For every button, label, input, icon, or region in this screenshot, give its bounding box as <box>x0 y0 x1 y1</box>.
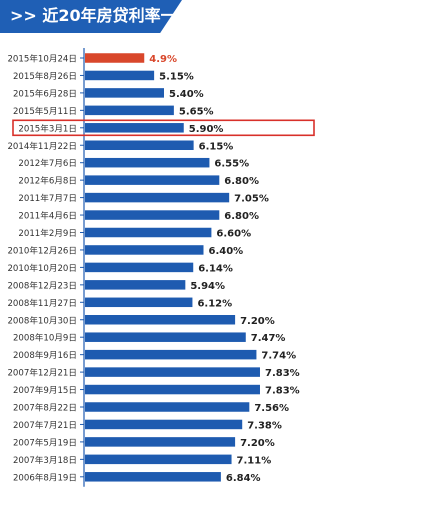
bar <box>85 245 204 255</box>
category-label: 2011年2月9日 <box>18 227 77 239</box>
category-label: 2015年3月1日 <box>18 122 77 134</box>
category-label: 2007年3月18日 <box>13 454 77 466</box>
highlight-box <box>12 119 315 137</box>
data-label: 6.12% <box>197 298 232 309</box>
data-label: 5.90% <box>189 124 224 135</box>
bar <box>85 349 257 360</box>
bar <box>85 437 236 447</box>
category-label: 2008年12月23日 <box>7 279 77 291</box>
bar <box>85 157 210 168</box>
data-label: 7.38% <box>247 420 282 431</box>
data-label: 6.15% <box>199 141 234 152</box>
bar <box>85 53 145 63</box>
bar <box>85 140 194 150</box>
data-label: 6.14% <box>198 263 233 274</box>
data-label: 6.80% <box>224 176 259 187</box>
bar <box>85 472 221 482</box>
bar <box>85 454 232 465</box>
data-label: 4.9% <box>149 54 177 65</box>
data-label: 5.40% <box>169 89 204 100</box>
data-label: 6.40% <box>209 246 244 257</box>
bar <box>85 175 220 185</box>
header-banner <box>0 0 182 33</box>
data-label: 6.55% <box>214 159 249 170</box>
data-label: 7.11% <box>237 455 272 466</box>
category-label: 2015年10月24日 <box>7 53 77 65</box>
category-label: 2010年12月26日 <box>7 244 77 256</box>
category-label: 2007年9月15日 <box>13 384 77 396</box>
bar <box>85 332 246 342</box>
category-label: 2015年8月26日 <box>13 70 77 82</box>
category-label: 2008年11月27日 <box>7 297 77 309</box>
category-label: 2008年9月16日 <box>13 349 77 361</box>
data-label: 7.20% <box>240 316 275 327</box>
bar <box>85 384 260 395</box>
data-label: 6.80% <box>224 211 259 222</box>
category-label: 2015年5月11日 <box>13 105 77 117</box>
category-label: 2012年7月6日 <box>18 157 77 169</box>
data-label: 7.20% <box>240 438 275 449</box>
category-label: 2014年11月22日 <box>7 140 77 152</box>
category-label: 2008年10月30日 <box>7 314 77 326</box>
data-label: 7.74% <box>261 351 296 362</box>
bar <box>85 88 164 98</box>
bar <box>85 210 220 220</box>
bar <box>85 402 250 412</box>
data-label: 5.94% <box>190 281 225 292</box>
category-label: 2008年10月9日 <box>13 332 77 344</box>
data-label: 7.05% <box>234 194 269 205</box>
category-label: 2011年7月7日 <box>18 192 77 204</box>
bar <box>85 192 230 203</box>
bar <box>85 262 194 273</box>
bar <box>85 280 186 290</box>
bar <box>85 297 193 308</box>
category-label: 2006年8月19日 <box>13 471 77 483</box>
data-label: 7.83% <box>265 368 300 379</box>
bar <box>85 123 184 133</box>
category-label: 2007年12月21日 <box>7 367 77 379</box>
category-label: 2012年6月8日 <box>18 175 77 187</box>
bar <box>85 315 236 325</box>
category-label: 2007年8月22日 <box>13 402 77 414</box>
data-label: 6.60% <box>216 229 251 240</box>
category-label: 2011年4月6日 <box>18 210 77 222</box>
data-label: 7.56% <box>254 403 289 414</box>
bar <box>85 105 174 116</box>
data-label: 5.65% <box>179 106 214 117</box>
data-label: 7.47% <box>251 333 286 344</box>
category-label: 2010年10月20日 <box>7 262 77 274</box>
bar <box>85 227 212 238</box>
bar <box>85 367 260 377</box>
page-title: >> 近20年房贷利率一览 <box>10 6 193 25</box>
bar <box>85 419 243 430</box>
data-label: 5.15% <box>159 71 194 82</box>
category-label: 2007年7月21日 <box>13 419 77 431</box>
category-label: 2007年5月19日 <box>13 436 77 448</box>
category-label: 2015年6月28日 <box>13 87 77 99</box>
bar <box>85 70 155 81</box>
data-label: 6.84% <box>226 473 261 484</box>
data-label: 7.83% <box>265 386 300 397</box>
